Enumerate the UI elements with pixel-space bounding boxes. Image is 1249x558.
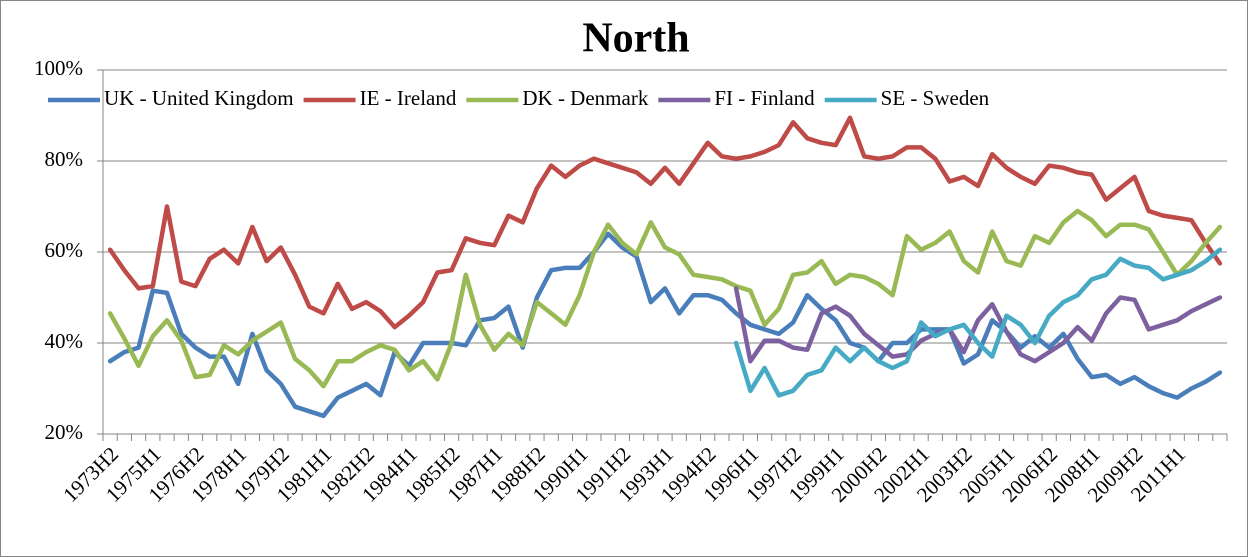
legend-label: IE - Ireland — [360, 86, 457, 110]
series-line — [107, 231, 1223, 419]
chart-title: North — [582, 16, 689, 62]
legend-label: DK - Denmark — [522, 86, 648, 110]
series-line — [733, 286, 1223, 364]
y-tick-label: 60% — [45, 238, 84, 262]
y-tick-label: 20% — [45, 420, 84, 444]
y-tick-label: 40% — [45, 329, 84, 353]
legend-label: FI - Finland — [714, 86, 815, 110]
legend-label: SE - Sweden — [881, 86, 990, 110]
y-tick-label: 80% — [45, 147, 84, 171]
series-line — [107, 115, 1223, 330]
series-line — [733, 247, 1223, 398]
y-tick-label: 100% — [34, 56, 83, 80]
legend-label: UK - United Kingdom — [104, 86, 294, 110]
series-line — [107, 208, 1223, 389]
